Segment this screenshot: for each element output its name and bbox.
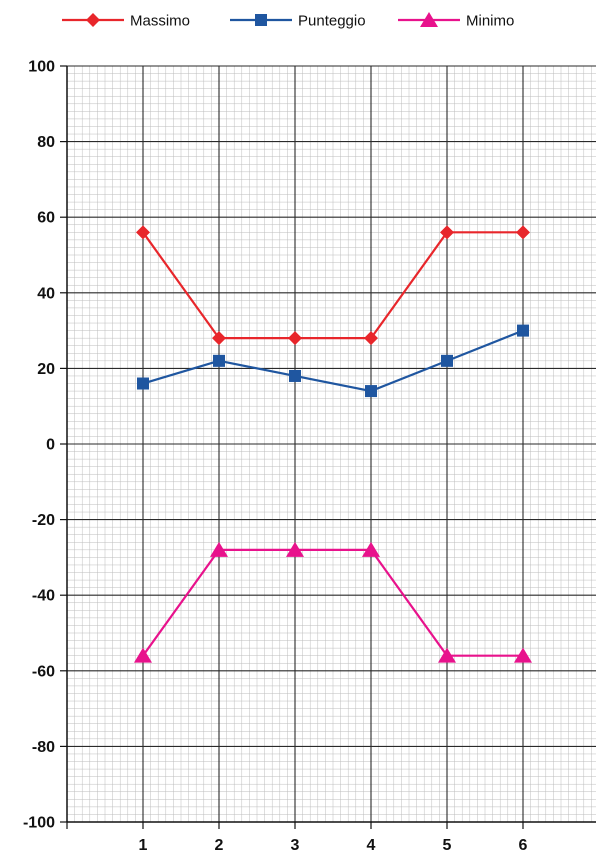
legend-label: Punteggio — [298, 13, 366, 30]
x-tick-label: 6 — [519, 837, 528, 854]
data-point-triangle — [420, 12, 438, 27]
y-tick-label: 60 — [37, 210, 55, 227]
data-point-diamond — [288, 331, 302, 346]
data-point-triangle — [362, 541, 380, 557]
data-point-triangle — [514, 647, 532, 663]
y-tick-label: 40 — [37, 285, 55, 302]
legend-item-massimo: Massimo — [62, 13, 190, 30]
data-point-square — [441, 354, 453, 367]
data-point-diamond — [364, 331, 378, 346]
y-tick-label: -40 — [32, 588, 55, 605]
data-point-diamond — [136, 225, 150, 240]
data-point-diamond — [212, 331, 226, 346]
legend-label: Massimo — [130, 13, 190, 30]
data-point-triangle — [210, 541, 228, 557]
y-tick-label: -100 — [23, 815, 55, 832]
series-layer — [134, 225, 532, 663]
series-minimo — [134, 541, 532, 663]
legend-label: Minimo — [466, 13, 514, 30]
y-tick-label: -80 — [32, 739, 55, 756]
data-point-square — [289, 369, 301, 382]
y-tick-label: 80 — [37, 134, 55, 151]
data-point-square — [213, 354, 225, 367]
data-point-triangle — [134, 647, 152, 663]
x-tick-label: 1 — [139, 837, 148, 854]
y-tick-label: -60 — [32, 663, 55, 680]
series-massimo — [136, 225, 530, 346]
series-line — [142, 548, 523, 657]
x-tick-label: 3 — [291, 837, 300, 854]
x-axis-tick-labels: 1 2 3 4 5 6 — [139, 837, 528, 854]
data-point-triangle — [286, 541, 304, 557]
y-axis-tick-labels: 100 80 60 40 20 0 -20 -40 -60 -80 -100 — [23, 59, 55, 832]
y-tick-label: -20 — [32, 512, 55, 529]
y-tick-label: 100 — [28, 59, 55, 76]
series-punteggio — [137, 324, 529, 398]
data-point-diamond — [86, 13, 100, 27]
x-tick-label: 2 — [215, 837, 224, 854]
legend-item-punteggio: Punteggio — [230, 13, 366, 30]
axes — [60, 65, 596, 829]
major-grid — [67, 65, 596, 823]
y-tick-label: 20 — [37, 361, 55, 378]
data-point-square — [517, 324, 529, 337]
legend: Massimo Punteggio Minimo — [62, 12, 514, 30]
data-point-square — [365, 385, 377, 398]
data-point-square — [137, 377, 149, 390]
x-tick-label: 4 — [367, 837, 376, 854]
y-tick-label: 0 — [46, 437, 55, 454]
data-point-square — [255, 14, 267, 26]
x-tick-label: 5 — [443, 837, 452, 854]
data-point-triangle — [438, 647, 456, 663]
series-line — [142, 231, 523, 340]
legend-item-minimo: Minimo — [398, 12, 514, 30]
data-point-diamond — [516, 225, 530, 240]
data-point-diamond — [440, 225, 454, 240]
series-line — [142, 329, 524, 393]
